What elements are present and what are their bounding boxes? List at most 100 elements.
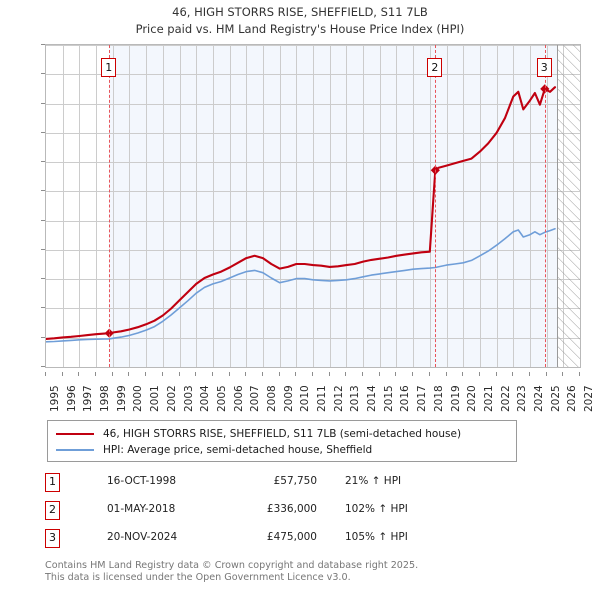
page-title: 46, HIGH STORRS RISE, SHEFFIELD, S11 7LB… — [0, 4, 600, 38]
x-axis-tick-label: 2026 — [566, 385, 579, 412]
transaction-index-badge: 2 — [45, 501, 60, 520]
x-axis-tick-label: 2005 — [215, 385, 228, 412]
gridline-vertical — [363, 45, 364, 367]
x-axis-tick-label: 2025 — [549, 385, 562, 412]
shaded-ownership-band — [109, 45, 557, 367]
series-line-price-paid — [46, 86, 557, 340]
x-axis-tick — [395, 372, 396, 376]
x-axis-tick — [546, 372, 547, 376]
gridline-vertical — [580, 45, 581, 367]
x-axis-tick — [95, 372, 96, 376]
event-dashed-line — [544, 45, 546, 367]
x-axis-tick — [245, 372, 246, 376]
x-axis-tick — [512, 372, 513, 376]
gridline-vertical — [230, 45, 231, 367]
gridline-vertical — [296, 45, 297, 367]
x-axis-tick — [262, 372, 263, 376]
legend-swatch-hpi-icon — [56, 449, 94, 451]
x-axis-tick-label: 2023 — [516, 385, 529, 412]
y-axis-tick — [41, 132, 45, 133]
y-axis-tick — [41, 337, 45, 338]
legend-label-hpi: HPI: Average price, semi-detached house,… — [103, 444, 373, 456]
legend-swatch-price-paid-icon — [56, 433, 94, 435]
x-axis-tick-label: 2021 — [482, 385, 495, 412]
gridline-vertical — [196, 45, 197, 367]
y-axis-tick — [41, 366, 45, 367]
y-axis-tick — [41, 103, 45, 104]
gridline-vertical — [480, 45, 481, 367]
x-axis-tick — [145, 372, 146, 376]
x-axis-tick — [345, 372, 346, 376]
x-axis-tick — [295, 372, 296, 376]
x-axis-tick-label: 2018 — [432, 385, 445, 412]
chart-area: £0£50K£100K£150K£200K£250K£300K£350K£400… — [0, 40, 600, 412]
x-axis-tick-label: 1999 — [115, 385, 128, 412]
x-axis-tick — [529, 372, 530, 376]
event-marker-badge[interactable]: 1 — [101, 58, 117, 77]
gridline-vertical — [63, 45, 64, 367]
x-axis-tick — [179, 372, 180, 376]
x-axis-tick — [496, 372, 497, 376]
transactions-table: 1 16-OCT-1998 £57,750 21% ↑ HPI 2 01-MAY-2018… — [45, 472, 475, 556]
gridline-vertical — [430, 45, 431, 367]
x-axis-tick-label: 2004 — [199, 385, 212, 412]
x-axis-tick — [329, 372, 330, 376]
x-axis-tick — [112, 372, 113, 376]
x-axis-tick-label: 2022 — [499, 385, 512, 412]
gridline-vertical — [497, 45, 498, 367]
x-axis-tick — [362, 372, 363, 376]
x-axis-tick — [62, 372, 63, 376]
transaction-date: 20-NOV-2024 — [107, 531, 178, 543]
table-row[interactable]: 2 01-MAY-2018 £336,000 102% ↑ HPI — [45, 500, 475, 528]
x-axis-tick — [429, 372, 430, 376]
x-axis-tick — [195, 372, 196, 376]
x-axis-tick-label: 2019 — [449, 385, 462, 412]
event-marker-badge[interactable]: 3 — [536, 58, 552, 77]
gridline-vertical — [129, 45, 130, 367]
plot-canvas[interactable] — [45, 44, 581, 368]
transaction-date: 16-OCT-1998 — [107, 475, 176, 487]
gridline-vertical — [246, 45, 247, 367]
table-row[interactable]: 3 20-NOV-2024 £475,000 105% ↑ HPI — [45, 528, 475, 556]
x-axis-tick-label: 2008 — [265, 385, 278, 412]
transaction-index-badge: 1 — [45, 473, 60, 492]
y-axis-tick — [41, 161, 45, 162]
gridline-vertical — [180, 45, 181, 367]
y-axis-tick — [41, 44, 45, 45]
x-axis-tick-label: 2006 — [232, 385, 245, 412]
gridline-vertical — [280, 45, 281, 367]
gridline-vertical — [530, 45, 531, 367]
x-axis-tick-label: 2010 — [299, 385, 312, 412]
transaction-price: £475,000 — [266, 531, 317, 543]
x-axis-tick-label: 2016 — [399, 385, 412, 412]
x-axis-tick-label: 2011 — [316, 385, 328, 412]
transaction-hpi-delta: 21% ↑ HPI — [345, 475, 402, 487]
gridline-vertical — [513, 45, 514, 367]
gridline-vertical — [463, 45, 464, 367]
forecast-hatched-region — [556, 45, 580, 367]
event-dashed-line — [435, 45, 437, 367]
table-row[interactable]: 1 16-OCT-1998 £57,750 21% ↑ HPI — [45, 472, 475, 500]
title-line-1: 46, HIGH STORRS RISE, SHEFFIELD, S11 7LB — [172, 5, 428, 19]
x-axis-tick — [479, 372, 480, 376]
y-axis-tick — [41, 249, 45, 250]
footer-line-2: This data is licensed under the Open Gov… — [45, 571, 351, 583]
gridline-vertical — [146, 45, 147, 367]
x-axis-tick — [462, 372, 463, 376]
x-axis-tick — [412, 372, 413, 376]
transaction-price: £336,000 — [266, 503, 317, 515]
x-axis-tick-label: 2012 — [332, 385, 345, 412]
event-marker-badge[interactable]: 2 — [427, 58, 443, 77]
x-axis-tick-label: 2014 — [366, 385, 379, 412]
x-axis-tick-label: 1996 — [65, 385, 78, 412]
x-axis-tick-label: 2017 — [416, 385, 429, 412]
y-axis-tick — [41, 73, 45, 74]
y-axis-tick — [41, 278, 45, 279]
x-axis-tick — [312, 372, 313, 376]
gridline-vertical — [113, 45, 114, 367]
gridline-vertical — [413, 45, 414, 367]
gridline-vertical — [346, 45, 347, 367]
event-dashed-line — [109, 45, 111, 367]
x-axis-tick — [446, 372, 447, 376]
gridline-vertical — [447, 45, 448, 367]
